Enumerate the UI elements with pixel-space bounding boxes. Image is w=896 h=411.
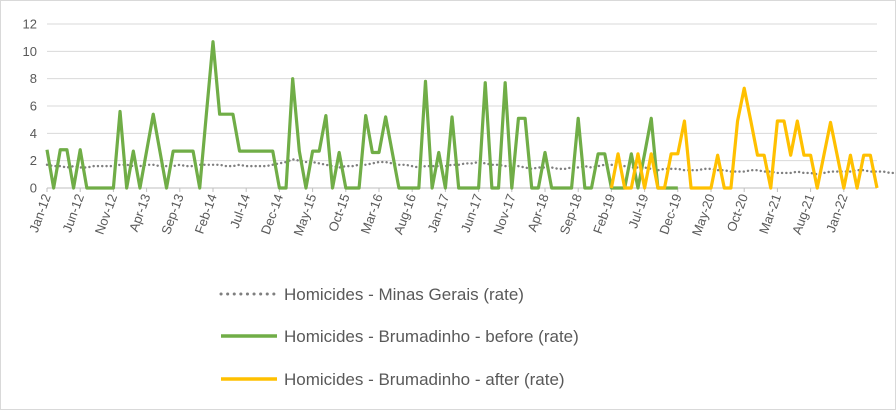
series-line-0 [45, 158, 896, 176]
x-tick-label: Nov-17 [490, 192, 518, 237]
x-tick-label: Jan-12 [26, 192, 54, 234]
gridlines [47, 23, 877, 189]
x-tick-label: May-20 [689, 192, 718, 238]
y-tick-label: 2 [30, 153, 37, 168]
x-tick-label: Jan-17 [425, 192, 453, 234]
x-tick-label: Jul-14 [227, 192, 253, 230]
y-tick-label: 6 [30, 99, 37, 114]
y-tick-label: 4 [30, 126, 37, 141]
x-tick-label: Apr-13 [126, 192, 153, 234]
x-tick-label: Jun-17 [458, 192, 486, 234]
x-tick-label: Feb-14 [192, 192, 220, 236]
series-line-2 [609, 86, 879, 190]
legend: Homicides - Minas Gerais (rate) Homicides… [219, 285, 579, 389]
x-tick-label: Aug-21 [789, 192, 817, 237]
y-tick-label: 8 [30, 71, 37, 86]
x-tick-label: Jul-19 [625, 192, 651, 230]
x-tick-label: Jun-12 [59, 192, 87, 234]
series-line-1 [45, 40, 678, 190]
y-tick-label: 10 [23, 44, 37, 59]
x-tick-label: Jan-22 [823, 192, 851, 234]
legend-label: Homicides - Brumadinho - after (rate) [284, 370, 565, 389]
x-tick-label: Apr-18 [524, 192, 551, 234]
x-tick-label: Aug-16 [391, 192, 419, 237]
x-tick-label: Mar-21 [756, 192, 784, 236]
legend-label: Homicides - Brumadinho - before (rate) [284, 327, 579, 346]
x-tick-label: Oct-20 [724, 192, 751, 234]
x-tick-label: Dec-14 [258, 192, 286, 237]
y-tick-label: 0 [30, 181, 37, 196]
x-axis: Jan-12 Jun-12 Nov-12 Apr-13 Sep-13 Feb-14 Jul-… [26, 188, 851, 238]
x-tick-label: Sep-18 [557, 192, 585, 237]
x-tick-label: May-15 [290, 192, 319, 238]
legend-label: Homicides - Minas Gerais (rate) [284, 285, 524, 304]
x-tick-label: Nov-12 [92, 192, 120, 237]
x-tick-label: Oct-15 [325, 192, 352, 234]
x-tick-label: Mar-16 [358, 192, 386, 236]
y-tick-label: 12 [23, 17, 37, 32]
x-tick-label: Feb-19 [590, 192, 618, 236]
x-tick-label: Sep-13 [158, 192, 186, 237]
y-axis-ticks: 0 2 4 6 8 10 12 [23, 17, 37, 196]
series-lines [45, 40, 896, 190]
x-tick-label: Dec-19 [656, 192, 684, 237]
